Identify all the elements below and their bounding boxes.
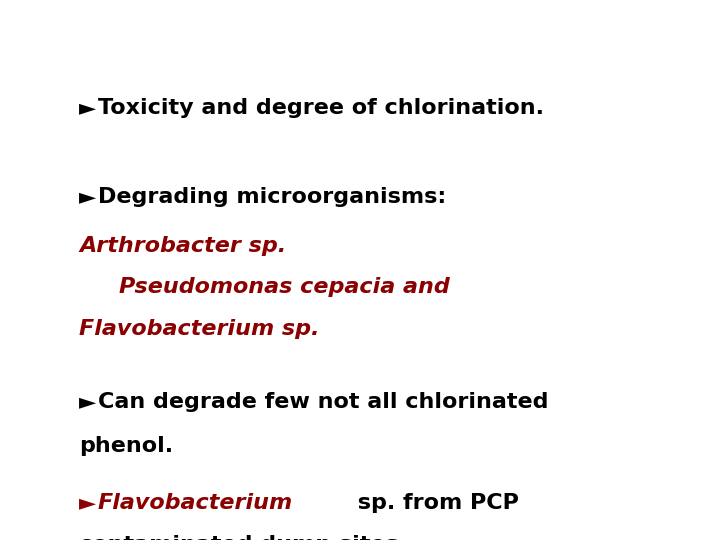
- Text: Pseudomonas cepacia and: Pseudomonas cepacia and: [119, 277, 449, 298]
- Text: Arthrobacter sp.: Arthrobacter sp.: [79, 235, 287, 256]
- Text: ►: ►: [79, 187, 96, 207]
- Text: Degrading microorganisms:: Degrading microorganisms:: [98, 187, 446, 207]
- Text: sp. from PCP: sp. from PCP: [350, 493, 518, 514]
- Text: contaminated dump sites.: contaminated dump sites.: [79, 535, 408, 540]
- Text: Toxicity and degree of chlorination.: Toxicity and degree of chlorination.: [98, 98, 544, 118]
- Text: ►: ►: [79, 493, 96, 514]
- Text: ►: ►: [79, 392, 96, 413]
- Text: Can degrade few not all chlorinated: Can degrade few not all chlorinated: [98, 392, 549, 413]
- Text: Flavobacterium: Flavobacterium: [98, 493, 293, 514]
- Text: Flavobacterium sp.: Flavobacterium sp.: [79, 319, 320, 339]
- Text: phenol.: phenol.: [79, 435, 174, 456]
- Text: ►: ►: [79, 98, 96, 118]
